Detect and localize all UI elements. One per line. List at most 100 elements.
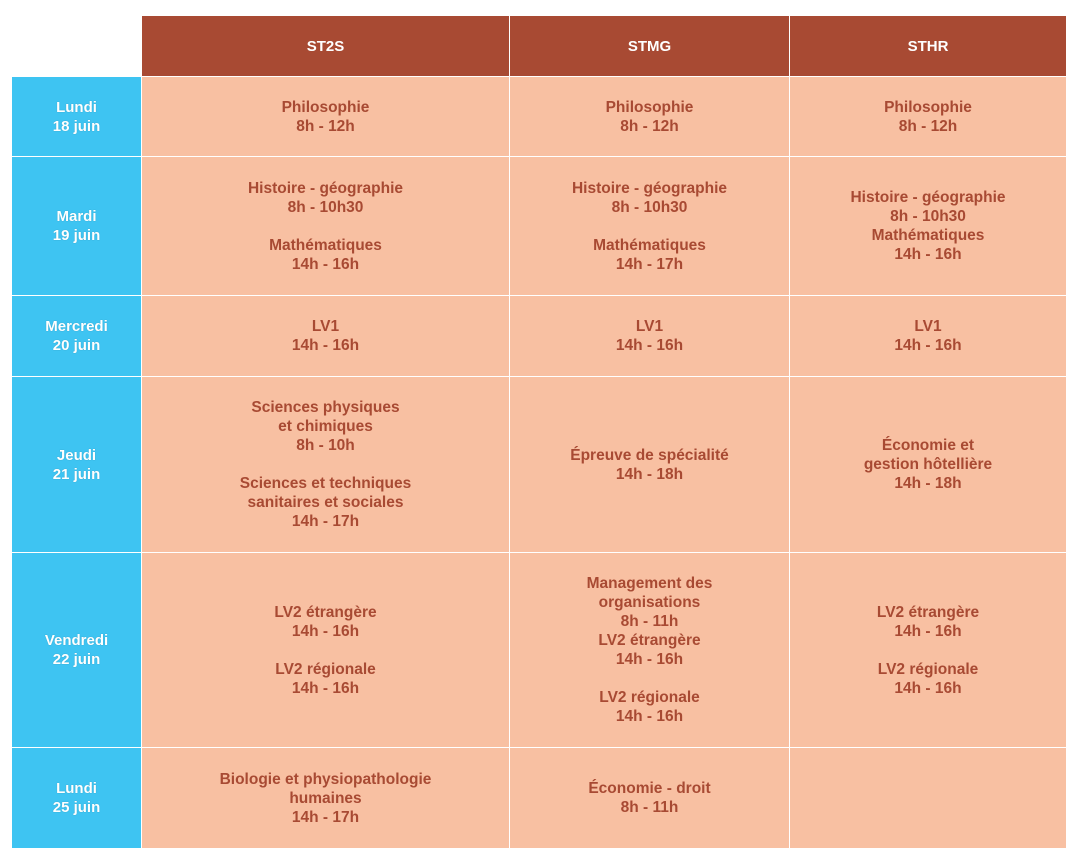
exam-text-line: LV1 bbox=[311, 318, 340, 335]
exam-cell: Philosophie 8h - 12h bbox=[142, 77, 509, 156]
exam-text-line: 14h - 18h bbox=[894, 475, 962, 492]
exam-entry: LV2 étrangère 14h - 16h bbox=[877, 603, 979, 641]
exam-text-line: Mathématiques bbox=[871, 227, 985, 244]
exam-entry: LV2 régionale 14h - 16h bbox=[599, 688, 700, 726]
day-name: Vendredi bbox=[44, 632, 109, 649]
exam-text-line: Histoire - géographie bbox=[571, 179, 728, 197]
day-name: Mercredi bbox=[45, 318, 108, 335]
day-date: 22 juin bbox=[52, 651, 101, 668]
day-date: 18 juin bbox=[52, 117, 101, 135]
day-date: 25 juin bbox=[52, 799, 101, 816]
exam-text-line: 14h - 16h bbox=[615, 708, 684, 725]
exam-entry: Mathématiques 14h - 17h bbox=[593, 236, 706, 274]
exam-text-line: Mathématiques bbox=[269, 236, 382, 254]
exam-text-line: 8h - 12h bbox=[898, 117, 958, 135]
exam-text-line: LV2 étrangère bbox=[274, 603, 377, 621]
exam-text-line: Histoire - géographie bbox=[247, 179, 404, 197]
exam-text-line: Mathématiques bbox=[593, 236, 706, 254]
exam-text-line: 14h - 16h bbox=[894, 679, 962, 697]
exam-cell: LV2 étrangère 14h - 16h LV2 régionale 14h -… bbox=[142, 553, 509, 747]
exam-entry: Mathématiques 14h - 16h bbox=[269, 236, 382, 274]
exam-text-line: Philosophie bbox=[281, 98, 370, 116]
exam-text-line: 14h - 16h bbox=[894, 246, 962, 263]
exam-text-line: LV2 étrangère bbox=[876, 603, 980, 621]
exam-entry: Histoire - géographie 8h - 10h30 Mathémati… bbox=[850, 188, 1005, 264]
day-cell: Vendredi 22 juin bbox=[12, 553, 141, 747]
exam-text-line: LV2 régionale bbox=[275, 660, 376, 678]
column-header-stmg: STMG bbox=[510, 16, 789, 76]
exam-text-line: 14h - 16h bbox=[615, 337, 684, 354]
exam-text-line: Philosophie bbox=[884, 98, 972, 116]
exam-cell: Management des organisations 8h - 11h LV2 é… bbox=[510, 553, 789, 747]
exam-cell: Philosophie 8h - 12h bbox=[510, 77, 789, 156]
exam-entry: Sciences physiques et chimiques 8h - 10h bbox=[251, 398, 399, 455]
exam-cell: Épreuve de spécialité 14h - 18h bbox=[510, 377, 789, 552]
exam-entry: Biologie et physiopathologie humaines 14h … bbox=[220, 770, 432, 827]
exam-text-line: 14h - 18h bbox=[615, 465, 684, 483]
exam-text-line: 14h - 16h bbox=[291, 255, 360, 273]
day-name: Lundi bbox=[56, 780, 97, 797]
exam-entry: Philosophie 8h - 12h bbox=[884, 98, 972, 136]
exam-text-line: LV1 bbox=[914, 318, 942, 335]
exam-text-line: LV2 régionale bbox=[877, 660, 979, 678]
exam-cell: Économie et gestion hôtellière 14h - 18h bbox=[790, 377, 1066, 552]
day-cell: Lundi 25 juin bbox=[12, 748, 141, 848]
exam-cell: Histoire - géographie 8h - 10h30 Mathémati… bbox=[510, 157, 789, 295]
exam-text-line: Philosophie bbox=[605, 98, 694, 116]
exam-text-line: 8h - 12h bbox=[620, 117, 679, 135]
exam-cell: Sciences physiques et chimiques 8h - 10h Sc… bbox=[142, 377, 509, 552]
exam-text-line: 14h - 16h bbox=[894, 337, 962, 354]
exam-text-line: 8h - 12h bbox=[296, 117, 355, 135]
exam-text-line: 8h - 11h bbox=[620, 799, 679, 816]
exam-text-line: LV2 étrangère bbox=[598, 632, 701, 649]
exam-entry: LV2 étrangère 14h - 16h bbox=[274, 603, 376, 641]
exam-entry: Philosophie 8h - 12h bbox=[606, 98, 694, 136]
exam-entry: LV1 14h - 16h bbox=[616, 317, 683, 355]
exam-text-line: sanitaires et sociales bbox=[247, 494, 404, 511]
exam-entry: Histoire - géographie 8h - 10h30 bbox=[248, 179, 403, 217]
exam-text-line: 8h - 10h bbox=[296, 437, 355, 454]
exam-text-line: LV1 bbox=[635, 318, 664, 335]
exam-text-line: 14h - 16h bbox=[291, 337, 360, 354]
column-header-label: ST2S bbox=[306, 37, 345, 55]
exam-entry: Sciences et techniques sanitaires et soci… bbox=[240, 474, 411, 531]
exam-text-line: Épreuve de spécialité bbox=[570, 446, 729, 464]
exam-text-line: LV2 régionale bbox=[599, 689, 700, 706]
column-header-label: STHR bbox=[907, 37, 949, 55]
exam-cell: Philosophie 8h - 12h bbox=[790, 77, 1066, 156]
exam-entry: LV1 14h - 16h bbox=[894, 317, 961, 355]
day-cell: Mardi 19 juin bbox=[12, 157, 141, 295]
exam-entry: Épreuve de spécialité 14h - 18h bbox=[570, 446, 729, 484]
exam-text-line: Économie et bbox=[881, 437, 975, 454]
exam-cell: Biologie et physiopathologie humaines 14h … bbox=[142, 748, 509, 848]
day-name: Mardi bbox=[56, 208, 97, 225]
exam-text-line: Économie - droit bbox=[588, 780, 711, 797]
exam-entry: LV2 régionale 14h - 16h bbox=[878, 660, 979, 698]
exam-entry: Économie et gestion hôtellière 14h - 18h bbox=[864, 436, 992, 493]
exam-entry: Économie - droit 8h - 11h bbox=[588, 779, 710, 817]
exam-entry: Philosophie 8h - 12h bbox=[282, 98, 370, 136]
exam-text-line: 8h - 10h30 bbox=[890, 208, 966, 225]
day-cell: Lundi 18 juin bbox=[12, 77, 141, 156]
exam-text-line: 14h - 16h bbox=[894, 622, 962, 640]
exam-text-line: gestion hôtellière bbox=[863, 456, 993, 473]
column-header-label: STMG bbox=[627, 37, 672, 55]
exam-text-line: 14h - 16h bbox=[291, 679, 360, 697]
column-header-st2s: ST2S bbox=[142, 16, 509, 76]
exam-text-line: 14h - 17h bbox=[291, 513, 360, 530]
exam-text-line: Sciences et techniques bbox=[239, 475, 412, 492]
exam-text-line: 14h - 16h bbox=[615, 651, 684, 668]
day-name: Lundi bbox=[56, 98, 97, 116]
exam-text-line: 14h - 17h bbox=[615, 255, 684, 273]
exam-text-line: 8h - 11h bbox=[620, 613, 679, 630]
exam-entry: Management des organisations 8h - 11h LV2 é… bbox=[587, 574, 713, 669]
exam-entry: LV1 14h - 16h bbox=[292, 317, 359, 355]
day-date: 21 juin bbox=[52, 465, 101, 483]
exam-cell: LV1 14h - 16h bbox=[790, 296, 1066, 376]
exam-text-line: Sciences physiques bbox=[251, 399, 400, 416]
exam-cell: Économie - droit 8h - 11h bbox=[510, 748, 789, 848]
exam-text-line: humaines bbox=[289, 789, 362, 807]
exam-text-line: Management des bbox=[586, 575, 713, 592]
day-cell: Mercredi 20 juin bbox=[12, 296, 141, 376]
day-name: Jeudi bbox=[56, 446, 97, 464]
